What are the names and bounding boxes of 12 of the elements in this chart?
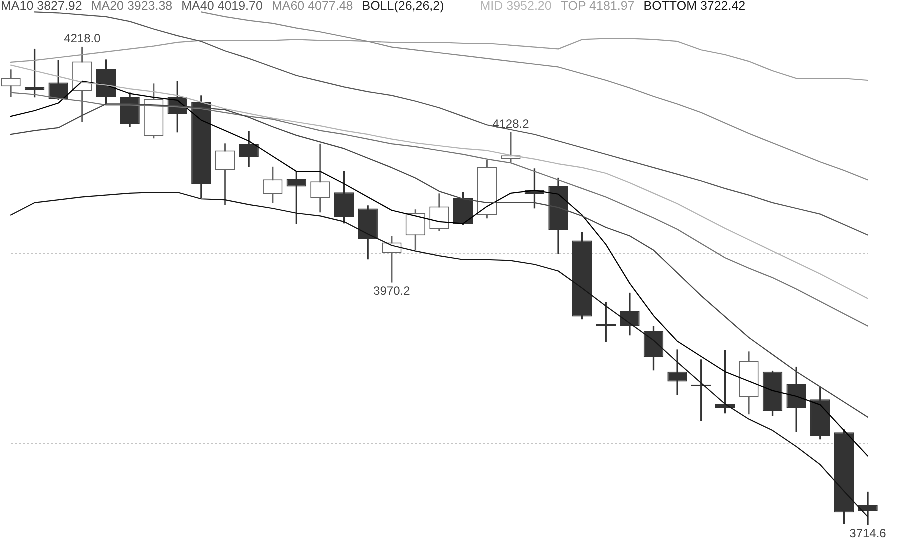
text: MA20 3923.38 xyxy=(91,0,173,13)
series-label: MA60 4077.48 xyxy=(272,0,354,13)
annotation: 3714.6 xyxy=(850,526,887,540)
text: MA10 3827.92 xyxy=(1,0,82,13)
text: BOLL(26,26,2) xyxy=(362,0,444,13)
annotation: 3970.2 xyxy=(374,284,411,298)
text: TOP 4181.97 xyxy=(560,0,635,13)
annotation: 4218.0 xyxy=(64,32,102,46)
text: BOTTOM 3722.42 xyxy=(644,0,746,13)
annotation: 4128.2 xyxy=(492,116,530,131)
series-label: MA40 4019.70 xyxy=(182,0,263,13)
text: MID 3952.20 xyxy=(480,0,552,13)
